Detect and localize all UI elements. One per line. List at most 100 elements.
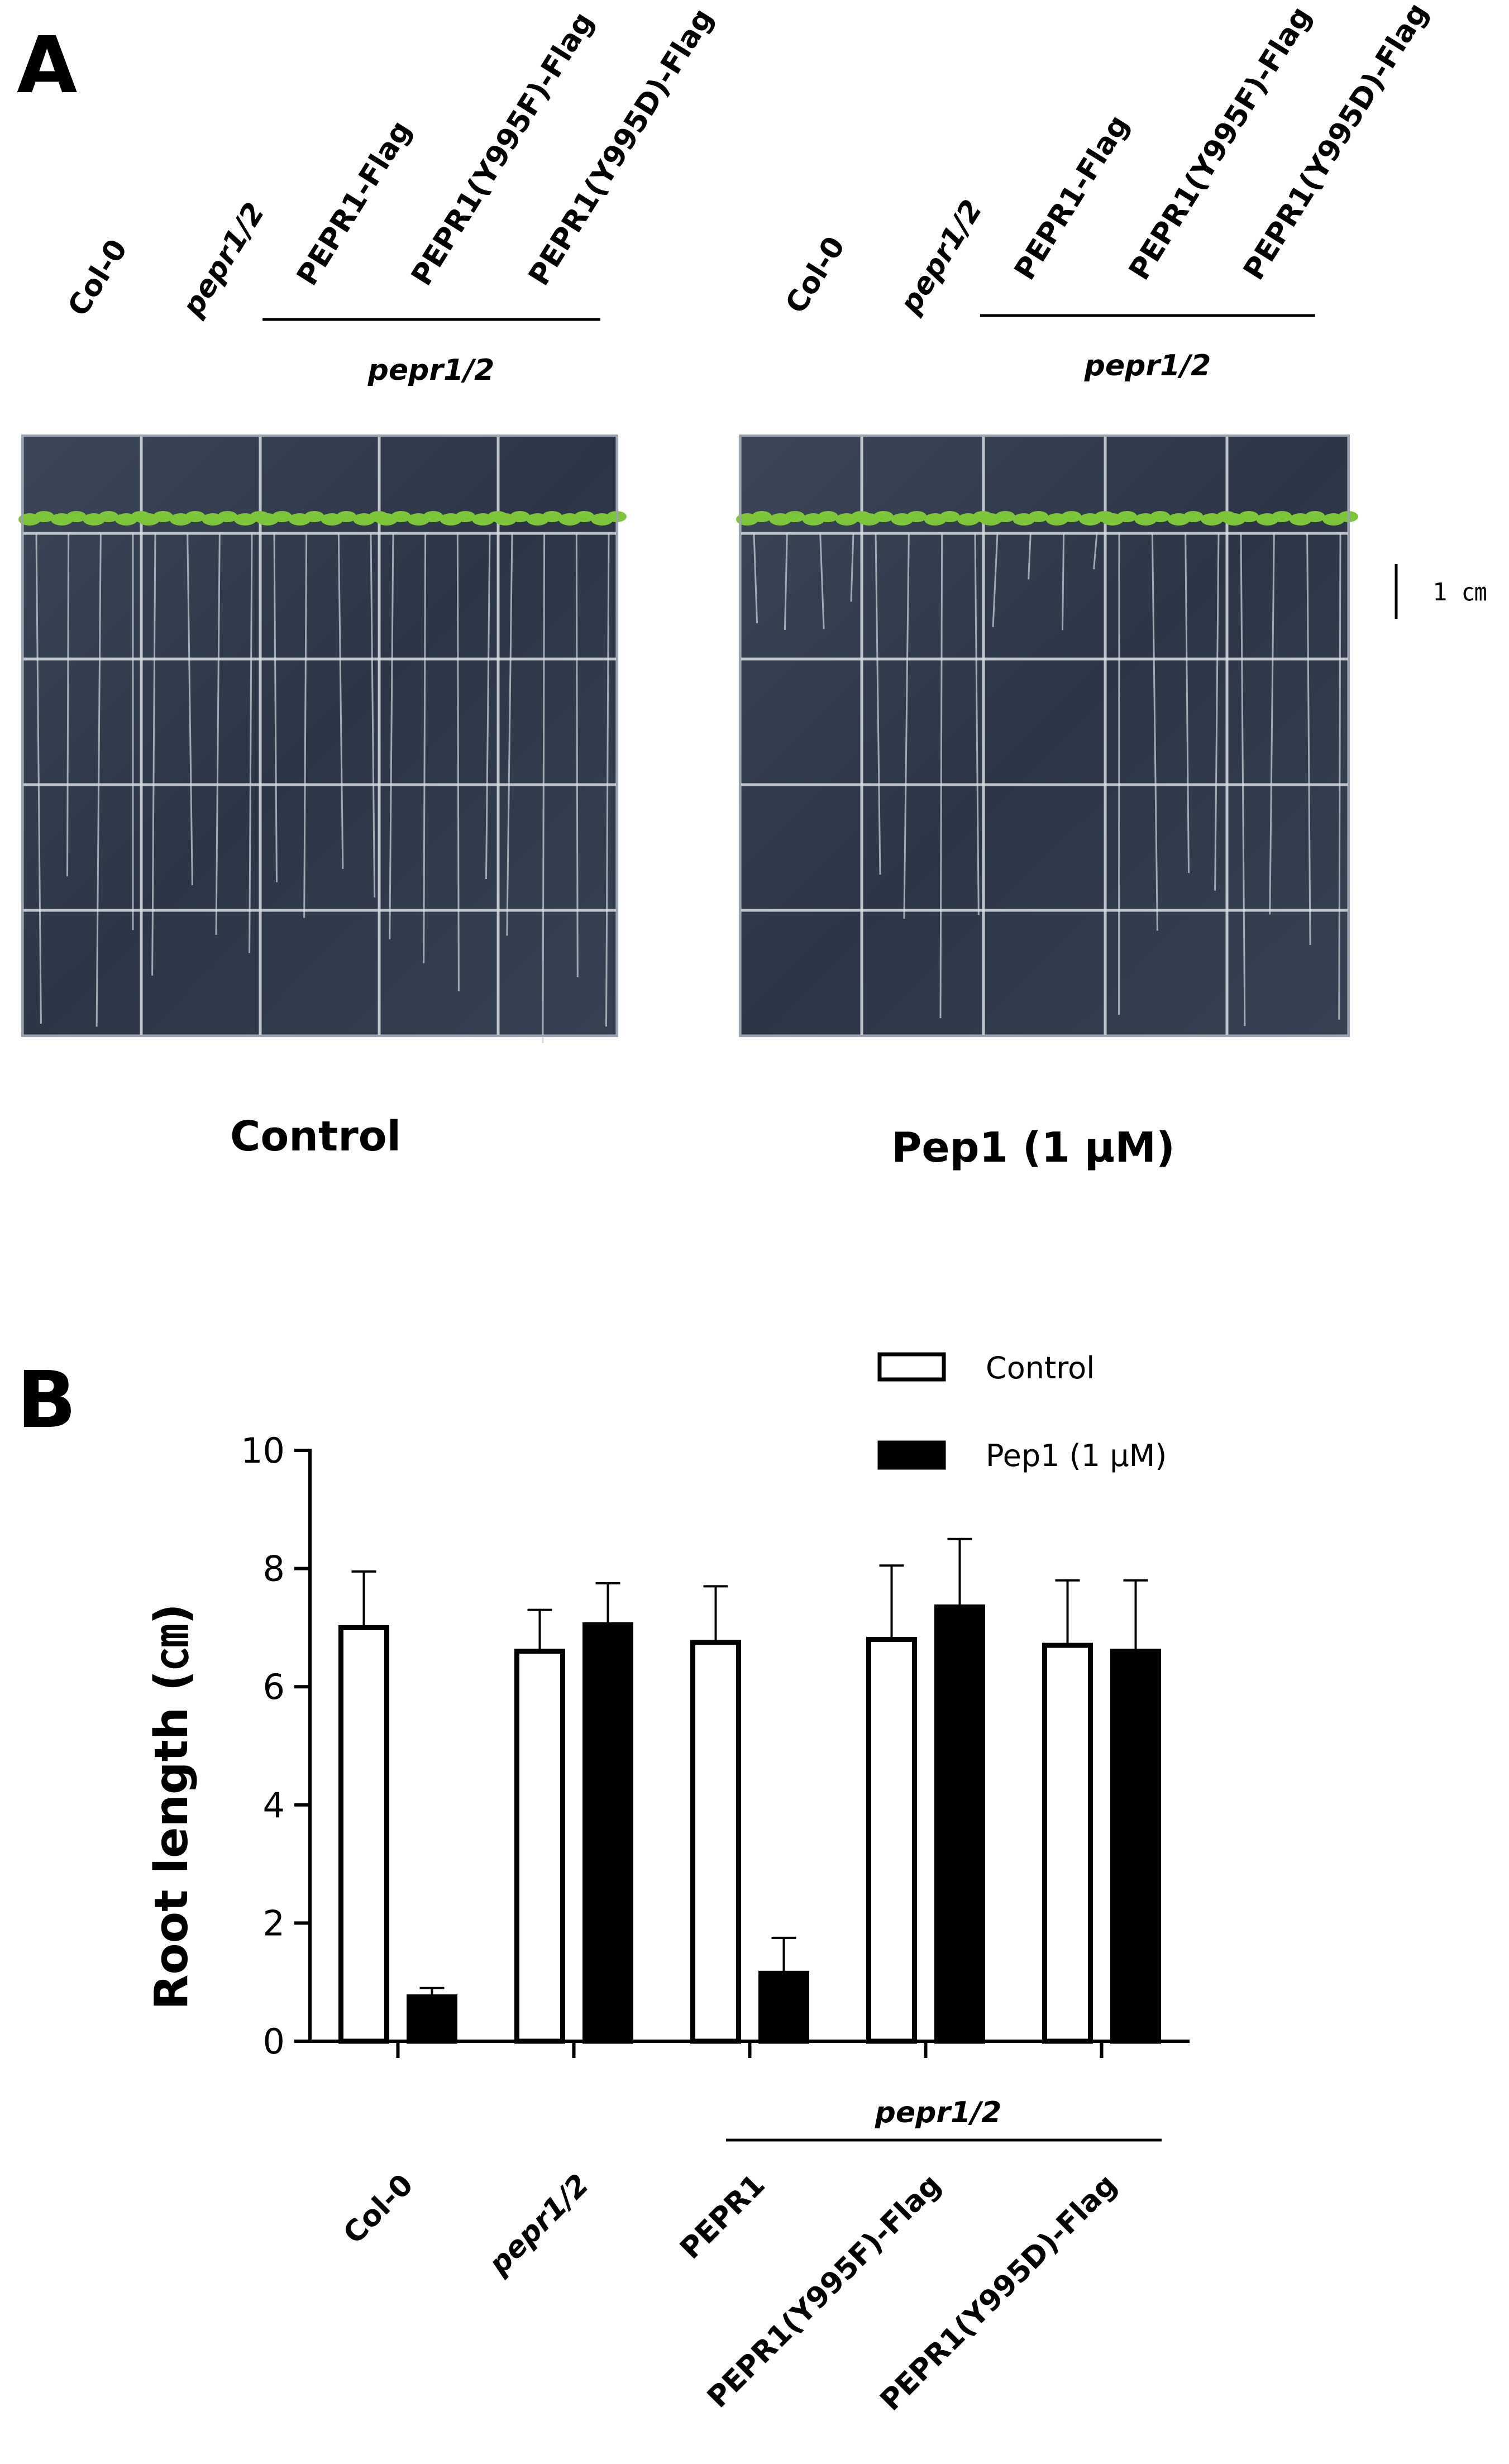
root — [456, 533, 460, 991]
root — [575, 533, 579, 977]
x-category-label-2: PEPR1 — [674, 2168, 771, 2266]
root — [974, 533, 980, 915]
scale-bar-label: 1 ㎝ — [1432, 578, 1487, 607]
bar-control-2 — [690, 1640, 741, 2044]
y-tick-label: 2 — [263, 1903, 285, 1943]
seedling-leaf — [217, 511, 238, 522]
seedling-leaf — [1061, 511, 1082, 522]
plate-photo-pep1 — [736, 434, 1358, 1038]
plate-background — [740, 436, 1349, 1036]
panel-b-label: B — [17, 1355, 77, 1446]
bar-control-1 — [514, 1649, 565, 2044]
y-tick-label: 8 — [263, 1549, 285, 1589]
root — [784, 533, 788, 630]
root — [1151, 533, 1158, 931]
root — [151, 533, 156, 976]
legend-label-control: Control — [986, 1350, 1095, 1386]
root — [95, 533, 102, 1027]
genotype-label-1: pepr1/2 — [176, 197, 272, 323]
bar-pep1-4 — [1110, 1649, 1161, 2044]
root — [819, 533, 825, 629]
seedling-leaf — [542, 511, 562, 522]
bar-pep1-0 — [407, 1994, 457, 2044]
root — [753, 533, 758, 623]
seedling-leaf — [304, 511, 324, 522]
seedling-leaf — [1305, 511, 1325, 522]
legend: Control Pep1 (1 μM) — [877, 1350, 1167, 1473]
seedling-leaf — [66, 511, 87, 522]
x-category-label-1: pepr1/2 — [482, 2168, 595, 2281]
seedling-leaf — [1272, 511, 1292, 522]
root — [1269, 533, 1275, 915]
root — [485, 533, 491, 880]
seedling-leaf — [1239, 511, 1259, 522]
seedling-leaf — [336, 511, 357, 522]
seedling-leaf — [272, 511, 292, 522]
legend-label-pep1: Pep1 (1 μM) — [986, 1438, 1167, 1473]
root — [370, 533, 376, 898]
seedling-leaf — [1117, 511, 1137, 522]
root — [1306, 533, 1311, 945]
legend-swatch-pep1 — [877, 1440, 946, 1470]
seedling-leaf — [423, 511, 443, 522]
group-label-left: pepr1/2 — [367, 354, 495, 387]
seedling-leaf — [995, 511, 1015, 522]
group-label-right: pepr1/2 — [1084, 349, 1211, 383]
y-tick-label: 6 — [263, 1666, 285, 1707]
bar-control-0 — [338, 1625, 389, 2044]
root — [187, 533, 193, 886]
seedling-leaf — [153, 511, 173, 522]
seedling-leaf — [785, 511, 805, 522]
bar-chart: 0 2 4 6 8 10 — [241, 1430, 1190, 2062]
legend-swatch-control — [877, 1352, 946, 1382]
plate-edge — [739, 434, 1350, 1037]
bar-pep1-1 — [582, 1622, 633, 2044]
bar-control-3 — [866, 1637, 917, 2044]
y-tick-label: 4 — [263, 1785, 285, 1826]
plate-edge — [21, 434, 618, 1037]
root — [423, 533, 427, 963]
root — [337, 533, 344, 869]
group-label-chart: pepr1/2 — [875, 2096, 1002, 2129]
y-tick-label: 0 — [263, 2021, 285, 2062]
root — [903, 533, 910, 919]
seedling-leaf — [574, 511, 595, 522]
root — [1028, 533, 1032, 580]
genotype-label-0: Col-0 — [779, 231, 852, 319]
root — [939, 533, 943, 1019]
y-tick-label: 10 — [241, 1430, 285, 1471]
root — [249, 533, 253, 953]
root — [506, 533, 513, 936]
root — [875, 533, 881, 875]
genotype-labels-left: Col-0 pepr1/2 PEPR1-FlagPEPR1(Y995F)-FlagP… — [61, 3, 720, 323]
seedling-leaf — [1150, 511, 1171, 522]
bar-pep1-2 — [758, 1970, 809, 2044]
seedling-leaf — [1028, 511, 1049, 522]
plate-photo-control — [18, 434, 627, 1043]
bar-pep1-3 — [934, 1604, 985, 2044]
genotype-label-2: PEPR1-Flag — [1008, 109, 1136, 286]
root — [992, 533, 999, 627]
seedling-leaf — [818, 511, 838, 522]
plate-background — [22, 436, 617, 1036]
seedling-leaf — [939, 511, 960, 522]
seedling-leaf — [1183, 511, 1204, 522]
root — [850, 533, 854, 602]
panel-a-label: A — [17, 20, 77, 111]
y-axis-label: Root length (㎝) — [145, 1603, 198, 2009]
seedling-leaf — [185, 511, 206, 522]
seedling-leaf — [391, 511, 411, 522]
x-category-labels: Col-0 pepr1/2 PEPR1PEPR1(Y995F)-FlagPEPR1(… — [337, 2168, 1124, 2418]
x-category-label-0: Col-0 — [337, 2168, 420, 2251]
seedling-leaf — [752, 511, 772, 522]
seedling-leaf — [34, 511, 54, 522]
genotype-labels-right: Col-0 pepr1/2 PEPR1-FlagPEPR1(Y995F)-FlagP… — [779, 0, 1435, 320]
root — [1214, 533, 1220, 891]
root — [1240, 533, 1246, 1026]
root — [1338, 533, 1341, 1020]
condition-label-control: Control — [230, 1112, 401, 1161]
root — [542, 533, 546, 1043]
root — [35, 533, 42, 1024]
seedling-leaf — [906, 511, 927, 522]
